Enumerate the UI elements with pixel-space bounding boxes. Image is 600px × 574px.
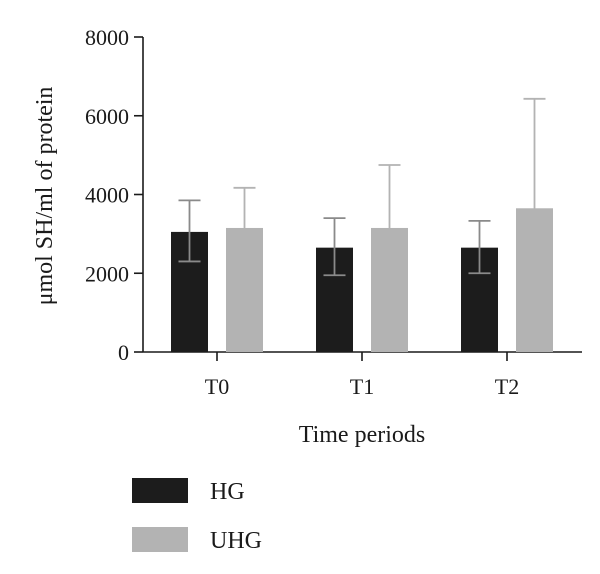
legend-label-uhg: UHG	[210, 528, 262, 554]
y-tick-label: 6000	[85, 104, 129, 129]
y-tick-label: 0	[118, 340, 129, 365]
y-tick-label: 8000	[85, 25, 129, 50]
legend-swatch-hg	[132, 478, 188, 503]
error-bars	[178, 97, 546, 318]
y-tick-label: 4000	[85, 183, 129, 208]
x-axis: T0 T1 T2	[143, 351, 582, 399]
x-axis-title: Time periods	[299, 422, 425, 448]
legend-label-hg: HG	[210, 479, 245, 505]
x-tick-label: T0	[205, 374, 229, 399]
x-tick-label: T1	[350, 374, 374, 399]
y-axis-title: μmol SH/ml of protein	[32, 87, 58, 306]
y-axis: 0 2000 4000 6000 8000	[85, 25, 144, 365]
y-tick-label: 2000	[85, 261, 129, 286]
x-tick-label: T2	[495, 374, 519, 399]
bars	[171, 208, 553, 352]
legend: HG UHG	[132, 478, 262, 554]
legend-swatch-uhg	[132, 527, 188, 552]
